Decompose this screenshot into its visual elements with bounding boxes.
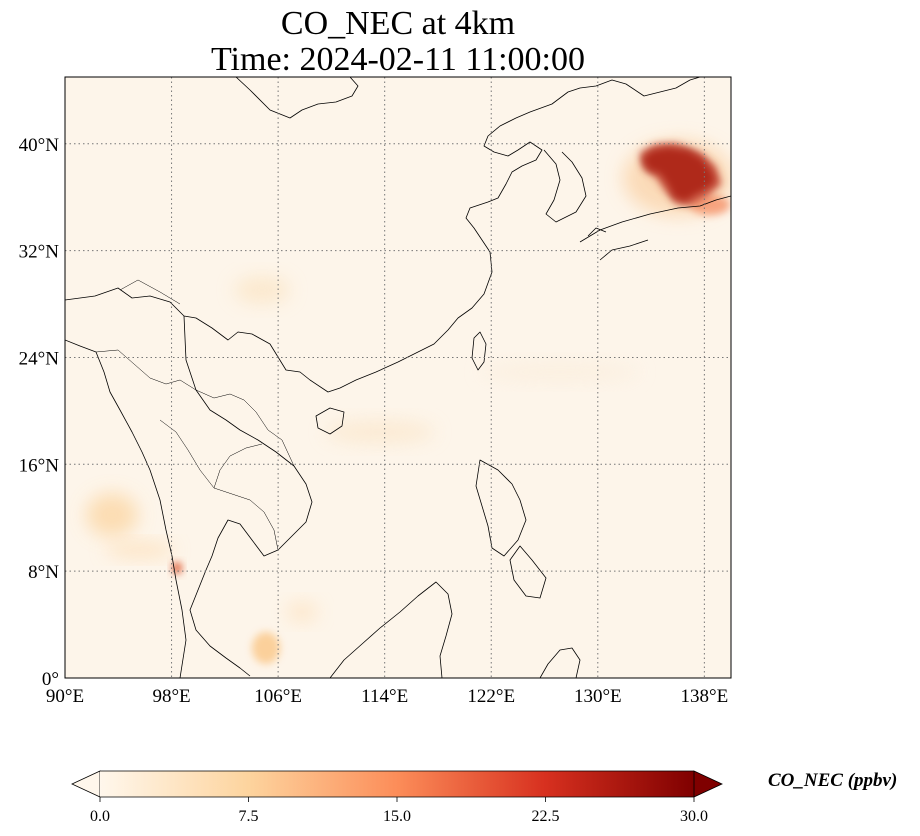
y-tick-label: 24°N (19, 348, 60, 369)
patch-bay-of-bengal (105, 542, 175, 558)
x-tick-label: 114°E (361, 686, 408, 707)
patch-mekong-delta (252, 632, 280, 664)
colorbar-tick-label: 22.5 (532, 808, 560, 825)
colorbar-label: CO_NEC (ppbv) (768, 770, 898, 791)
x-tick-label: 90°E (46, 686, 84, 707)
y-tick-label: 0° (42, 669, 59, 690)
colorbar-tick-label: 0.0 (90, 808, 110, 825)
patch-western-pacific (480, 362, 640, 382)
x-tick-label: 122°E (467, 686, 515, 707)
colorbar-tick-label: 7.5 (239, 808, 259, 825)
coastline-borneo (329, 581, 453, 678)
patch-andaman-sea (86, 493, 138, 537)
coastline-hainan (315, 407, 345, 435)
y-tick-label: 16°N (19, 455, 60, 476)
patch-south-china-sea (325, 420, 435, 444)
x-tick-label: 98°E (152, 686, 190, 707)
coastline-indochina (183, 315, 313, 677)
colorbar-extend-min (71, 770, 101, 798)
colorbar-tick-label: 30.0 (680, 808, 708, 825)
x-axis-ticks: 90°E 98°E 106°E 114°E 122°E 130°E 138°E (46, 686, 728, 707)
coastline-north-china-interior (235, 77, 359, 119)
y-tick-label: 8°N (28, 562, 59, 583)
coastline-japan (579, 195, 731, 261)
coastline-myanmar (65, 339, 187, 678)
colorbar-extend-max (693, 770, 723, 798)
country-borders (95, 279, 295, 551)
coastline-philippines (475, 459, 547, 599)
y-tick-label: 40°N (19, 135, 60, 156)
colorbar-gradient (100, 771, 694, 797)
colorbar-ticks: 0.0 7.5 15.0 22.5 30.0 (90, 797, 708, 825)
plume-core-edge (640, 143, 722, 206)
coastline-sulawesi (539, 647, 581, 678)
patch-south-china (234, 276, 290, 304)
x-tick-label: 130°E (574, 686, 622, 707)
coastline-asia-mainland (65, 77, 701, 393)
coastline-korea (543, 149, 587, 223)
colorbar: 0.0 7.5 15.0 22.5 30.0 (71, 770, 723, 825)
map-timestamp: Time: 2024-02-11 11:00:00 (210, 41, 586, 78)
coastline-taiwan (471, 331, 487, 371)
x-tick-label: 138°E (681, 686, 729, 707)
y-tick-label: 32°N (19, 242, 60, 263)
map-frame (64, 76, 732, 679)
gridlines (65, 77, 731, 678)
colorbar-tick-label: 15.0 (383, 808, 411, 825)
coastlines (65, 77, 731, 678)
y-axis-ticks: 0° 8°N 16°N 24°N 32°N 40°N (19, 135, 60, 690)
x-tick-label: 106°E (254, 686, 302, 707)
patch-borneo (286, 602, 318, 622)
map-title: CO_NEC at 4km (280, 5, 516, 42)
